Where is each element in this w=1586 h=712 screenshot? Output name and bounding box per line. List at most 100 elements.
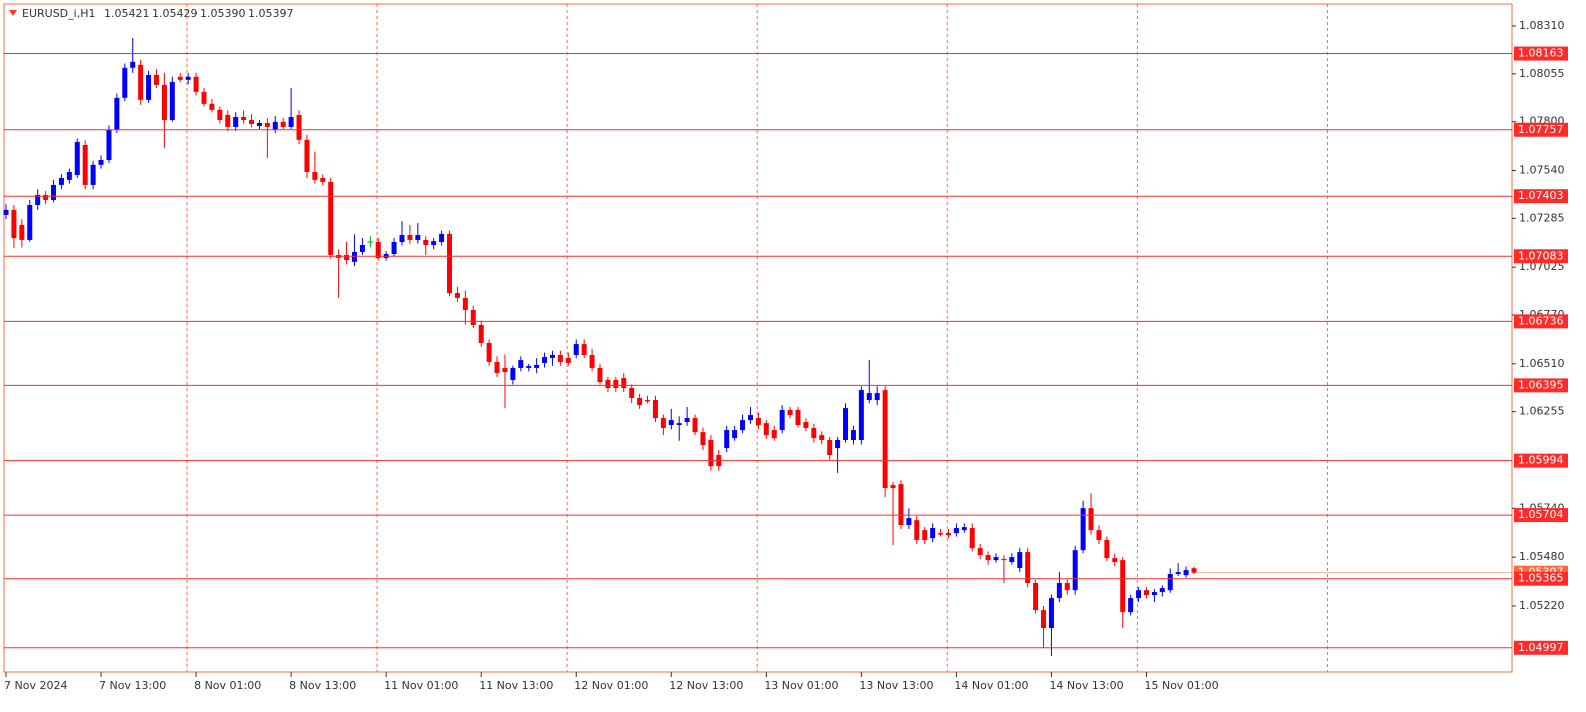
price-level-label: 1.07083 [1518,249,1564,262]
candle-body [811,427,817,439]
candle-body [1017,552,1023,569]
candle-body [328,181,334,255]
y-tick-label: 1.07285 [1519,211,1565,224]
candle-body [114,97,120,130]
candle-body [890,485,896,489]
price-level-box [1514,249,1568,264]
candle-body [264,122,270,127]
y-tick-label: 1.06255 [1519,405,1565,418]
candle-body [898,484,904,526]
candle-body [1136,590,1142,599]
candle-body [439,233,445,242]
x-tick-label: 13 Nov 01:00 [764,679,838,692]
candle-body [454,293,460,298]
candle-body [581,344,587,355]
candle-body [526,366,532,368]
candle-body [1088,508,1094,531]
candle-body [985,555,991,561]
candle-body [549,354,555,358]
header-ohlc-value: 1.05429 [152,7,198,20]
candle-body [447,233,453,294]
candle-body [1120,560,1126,613]
candle-body [415,235,421,240]
price-level-box [1514,314,1568,329]
candle-body [193,76,199,92]
candle-body [391,241,397,255]
candle-body [882,390,888,489]
x-tick-label: 11 Nov 01:00 [384,679,458,692]
candle-body [914,520,920,541]
candle-body [209,103,215,110]
candle-body [1128,598,1134,613]
price-level-label: 1.04997 [1518,641,1564,654]
candle-body [969,528,975,549]
x-tick-label: 8 Nov 13:00 [289,679,356,692]
candle-body [692,418,698,433]
candle-body [478,324,484,343]
candle-body [1183,570,1189,576]
candle-body [256,122,262,127]
candle-body [645,400,651,402]
candle-body [510,367,516,380]
candle-body [755,418,761,425]
price-level-box [1514,508,1568,523]
collapse-arrow[interactable] [9,10,17,16]
candle-body [740,420,746,431]
candle-body [153,74,159,85]
candle-body [676,423,682,425]
candle-body [201,91,207,104]
candle-body [930,528,936,539]
price-level-label: 1.06736 [1518,314,1564,327]
candle-body [161,84,167,120]
x-tick-label: 7 Nov 2024 [4,679,67,692]
header-ohlc-value: 1.05390 [200,7,246,20]
candle-body [1143,590,1149,596]
candle-body [169,81,175,120]
candle-body [344,254,350,261]
candle-body [1104,540,1110,559]
candle-body [288,116,294,127]
y-tick-label: 1.05220 [1519,599,1565,612]
y-tick-label: 1.07025 [1519,260,1565,273]
header-ohlc-value: 1.05421 [104,7,150,20]
candle-body [787,409,793,416]
x-tick-label: 11 Nov 13:00 [479,679,553,692]
candle-body [977,548,983,556]
x-tick-label: 7 Nov 13:00 [99,679,166,692]
x-tick-label: 15 Nov 01:00 [1144,679,1218,692]
candle-body [351,251,357,262]
candle-body [557,354,563,362]
price-level-box [1514,46,1568,61]
candle-body [375,241,381,258]
candle-body [431,241,437,245]
candle-body [874,393,880,401]
candle-body [906,518,912,526]
candle-body [534,364,540,368]
candle-body [993,557,999,561]
candle-body [486,342,492,362]
candle-body [1033,583,1039,611]
candle-body [185,76,191,80]
candle-body [494,361,500,374]
candle-body [217,109,223,120]
candle-body [763,423,769,436]
candle-body [249,119,255,124]
candle-body [98,159,104,165]
candle-body [177,76,183,80]
price-level-box [1514,122,1568,137]
candle-body [1151,592,1157,596]
price-level-label: 1.05365 [1518,572,1564,585]
candle-body [795,409,801,425]
candle-body [629,388,635,398]
candle-body [613,379,619,389]
x-tick-label: 12 Nov 13:00 [669,679,743,692]
candle-body [922,530,928,541]
y-tick-label: 1.08310 [1519,19,1565,32]
candle-body [858,390,864,441]
candle-body [1096,530,1102,541]
candle-body [304,139,310,172]
candle-body [542,357,548,364]
candle-body [1056,583,1062,599]
candle-body [407,235,413,240]
x-tick-label: 12 Nov 01:00 [574,679,648,692]
